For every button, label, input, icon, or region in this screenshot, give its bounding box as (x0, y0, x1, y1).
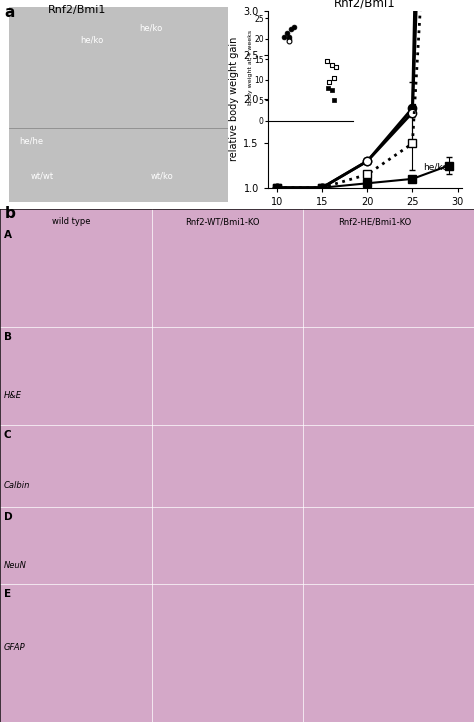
Text: E: E (4, 588, 11, 599)
X-axis label: age [days]: age [days] (337, 212, 393, 222)
Text: Calbin: Calbin (4, 481, 30, 490)
Text: NeuN: NeuN (4, 560, 27, 570)
Text: Rnf2-HE/Bmi1-KO: Rnf2-HE/Bmi1-KO (338, 217, 411, 226)
Y-axis label: relative body weight gain: relative body weight gain (229, 37, 239, 162)
Title: Rnf2/Bmi1: Rnf2/Bmi1 (334, 0, 396, 9)
Text: he/ko: he/ko (81, 35, 104, 44)
Text: GFAP: GFAP (4, 643, 26, 651)
Text: he/ko: he/ko (423, 162, 448, 172)
Text: B: B (4, 332, 12, 342)
Text: wt/ko: wt/ko (151, 172, 173, 180)
Text: C: C (4, 430, 11, 440)
Text: he/he: he/he (19, 136, 43, 146)
Text: wt/wt: wt/wt (31, 172, 54, 180)
Text: a: a (5, 5, 15, 20)
Text: b: b (5, 206, 16, 221)
Text: he/ko: he/ko (139, 24, 163, 32)
Text: A: A (4, 230, 12, 240)
Text: Rnf2-WT/Bmi1-KO: Rnf2-WT/Bmi1-KO (185, 217, 260, 226)
Text: H&E: H&E (4, 391, 22, 401)
Text: D: D (4, 512, 12, 522)
Text: wild type: wild type (52, 217, 91, 226)
Text: Rnf2/Bmi1: Rnf2/Bmi1 (47, 5, 106, 15)
